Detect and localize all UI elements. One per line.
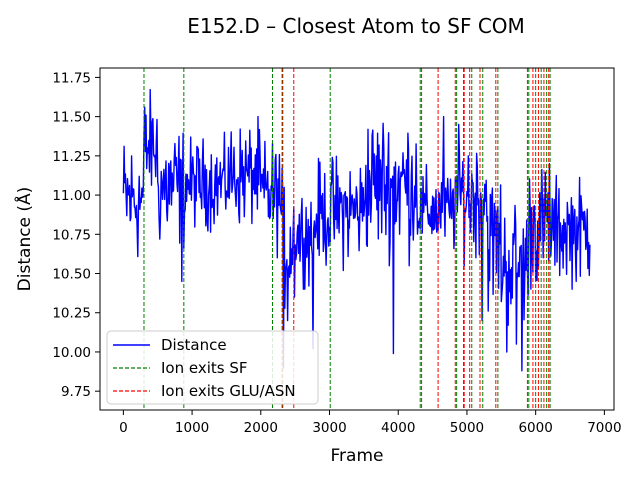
series-distance-line: [122, 88, 591, 372]
y-axis: 9.75 10.00 10.25 10.50 10.75 11.00 11.25 11.50 1…: [52, 70, 100, 400]
x-tick-label: 5000: [450, 420, 484, 436]
x-tick-label: 6000: [518, 420, 552, 436]
x-tick-label: 1000: [175, 420, 209, 436]
x-tick-label: 4000: [381, 420, 415, 436]
legend-box: [106, 330, 319, 405]
legend: Distance Ion exits SF Ion exits GLU/ASN: [106, 330, 319, 405]
y-tick-label: 11.50: [52, 110, 91, 126]
y-tick-label: 10.50: [52, 267, 91, 283]
x-tick-label: 2000: [244, 420, 278, 436]
x-axis-label: Frame: [331, 446, 384, 466]
x-axis: 0 1000 2000 3000 4000 5000 6000 7000: [119, 410, 622, 436]
legend-label-ion-exits-glu-asn: Ion exits GLU/ASN: [161, 382, 296, 400]
legend-label-ion-exits-sf: Ion exits SF: [161, 359, 248, 377]
y-tick-label: 11.00: [52, 188, 91, 204]
series-distance-group: [122, 88, 591, 372]
y-tick-label: 9.75: [61, 384, 91, 400]
x-tick-label: 0: [119, 420, 128, 436]
x-tick-label: 3000: [312, 420, 346, 436]
chart-title: E152.D – Closest Atom to SF COM: [187, 14, 525, 38]
plot-frame: [99, 67, 615, 411]
y-tick-label: 10.75: [52, 227, 91, 243]
y-tick-label: 10.25: [52, 306, 91, 322]
event-lines-group: [143, 68, 551, 410]
legend-label-distance: Distance: [161, 336, 227, 354]
y-axis-label: Distance (Å): [13, 187, 35, 292]
x-tick-label: 7000: [587, 420, 621, 436]
y-tick-label: 10.00: [52, 345, 91, 361]
y-tick-label: 11.25: [52, 149, 91, 165]
y-tick-label: 11.75: [52, 70, 91, 86]
